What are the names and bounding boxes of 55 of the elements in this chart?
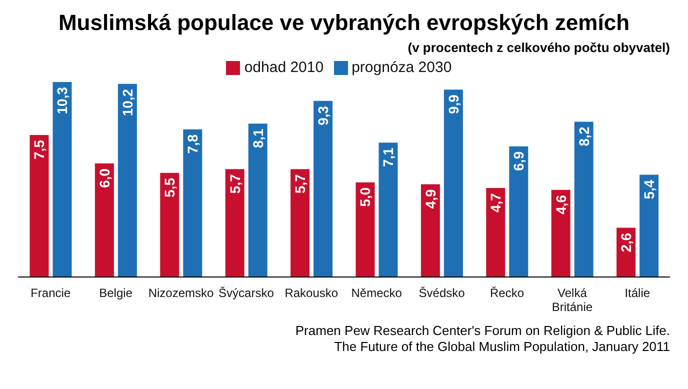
- data-label: 9,3: [315, 106, 332, 126]
- data-label: 4,6: [552, 194, 569, 214]
- data-label: 10,3: [54, 86, 70, 114]
- bar: [290, 169, 310, 277]
- bar: [640, 174, 659, 277]
- data-label: 5,0: [357, 187, 374, 207]
- data-label: 2,6: [618, 232, 634, 252]
- x-tick-label: Nizozemsko: [148, 286, 214, 300]
- bar: [356, 182, 375, 277]
- bar: [378, 142, 398, 277]
- x-tick-label: Rakousko: [284, 286, 338, 300]
- x-tick-label: Řecko: [490, 286, 524, 300]
- bar: [551, 190, 570, 277]
- bar: [486, 188, 506, 277]
- bar: [509, 146, 528, 277]
- data-label: 7,5: [31, 140, 48, 160]
- data-label: 5,4: [641, 180, 658, 200]
- bar: [30, 135, 49, 277]
- bar: [574, 122, 594, 277]
- data-label: 6,9: [510, 151, 527, 171]
- text: The Future of the Global Muslim Population, January 2011: [333, 339, 670, 355]
- data-label: 5,7: [226, 174, 243, 194]
- data-label: 7,8: [184, 134, 201, 154]
- legend-label: odhad 2010: [244, 59, 324, 76]
- bar: [314, 100, 333, 277]
- data-label: 9,9: [445, 94, 462, 114]
- bar: [444, 90, 463, 277]
- bar: [118, 84, 137, 277]
- chart-subtitle: (v procentech z celkového počtu obyvatel): [406, 40, 671, 55]
- chart-title: Muslimská populace ve vybraných evropských zemích: [57, 9, 631, 36]
- text: Pramen Pew Research Center's Forum on Religion & Public Life.: [294, 323, 670, 339]
- data-label: 5,5: [162, 178, 178, 198]
- data-label: 5,7: [292, 174, 308, 194]
- bar: [248, 124, 268, 277]
- data-label: 10,2: [119, 88, 136, 116]
- bar: [225, 169, 244, 277]
- bar: [94, 163, 114, 277]
- x-tick-label: Velká Británie: [552, 286, 593, 314]
- data-label: 8,1: [250, 128, 266, 148]
- x-tick-label: Francie: [30, 286, 71, 300]
- data-label: 4,7: [488, 192, 504, 212]
- bar: [183, 129, 202, 277]
- bar: [420, 184, 440, 277]
- bar: [160, 172, 180, 277]
- bar: [52, 82, 72, 277]
- x-tick-label: Německo: [351, 286, 402, 300]
- data-label: 4,9: [422, 189, 438, 209]
- x-tick-label: Švýcarsko: [218, 286, 274, 300]
- x-tick-label: Švédsko: [418, 286, 466, 300]
- data-label: 7,1: [380, 147, 396, 168]
- data-label: 8,2: [576, 126, 592, 146]
- x-tick-label: Itálie: [624, 286, 650, 300]
- data-label: 6,0: [96, 168, 112, 188]
- legend-label: prognóza 2030: [352, 59, 452, 76]
- x-tick-label: Belgie: [99, 286, 133, 300]
